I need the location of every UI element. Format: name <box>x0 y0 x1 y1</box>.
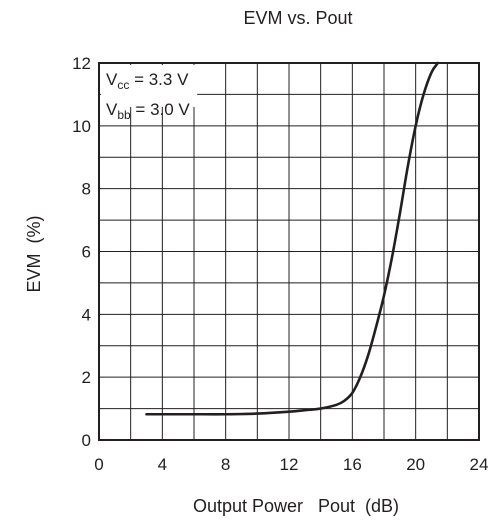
x-tick-label: 20 <box>406 455 425 474</box>
x-tick-label: 16 <box>343 455 362 474</box>
evm-curve <box>145 61 440 416</box>
annotation-vbb: Vbb = 3.0 V <box>106 100 190 122</box>
x-tick-label: 8 <box>221 455 230 474</box>
y-tick-label: 8 <box>82 180 91 199</box>
annotation-vbb-value: = 3.0 V <box>131 100 191 119</box>
plot-frame <box>98 62 480 441</box>
x-tick-label: 24 <box>470 455 489 474</box>
y-tick-label: 6 <box>82 243 91 262</box>
annotation-vbb-symbol: V <box>106 100 118 119</box>
y-tick-label: 2 <box>82 368 91 387</box>
y-tick-label: 12 <box>72 54 91 73</box>
chart-title: EVM vs. Pout <box>243 8 352 28</box>
y-axis-label: EVM (%) <box>24 215 44 292</box>
annotation-vcc: Vcc = 3.3 V <box>106 70 189 92</box>
x-axis-label: Output Power Pout (dB) <box>193 496 399 516</box>
x-tick-labels: 0 4 8 12 16 20 24 <box>94 455 488 474</box>
annotation-vbb-subscript: bb <box>117 108 131 122</box>
y-tick-labels: 0 2 4 6 8 10 12 <box>72 54 91 450</box>
annotation-vcc-subscript: cc <box>117 78 129 92</box>
x-tick-label: 0 <box>94 455 103 474</box>
x-tick-label: 4 <box>158 455 167 474</box>
x-tick-label: 12 <box>280 455 299 474</box>
annotation-background <box>101 65 198 107</box>
annotation-vcc-value: = 3.3 V <box>129 70 189 89</box>
y-tick-label: 4 <box>82 305 91 324</box>
y-tick-label: 10 <box>72 117 91 136</box>
y-tick-label: 0 <box>82 431 91 450</box>
grid <box>99 63 479 440</box>
annotation-vcc-symbol: V <box>106 70 118 89</box>
